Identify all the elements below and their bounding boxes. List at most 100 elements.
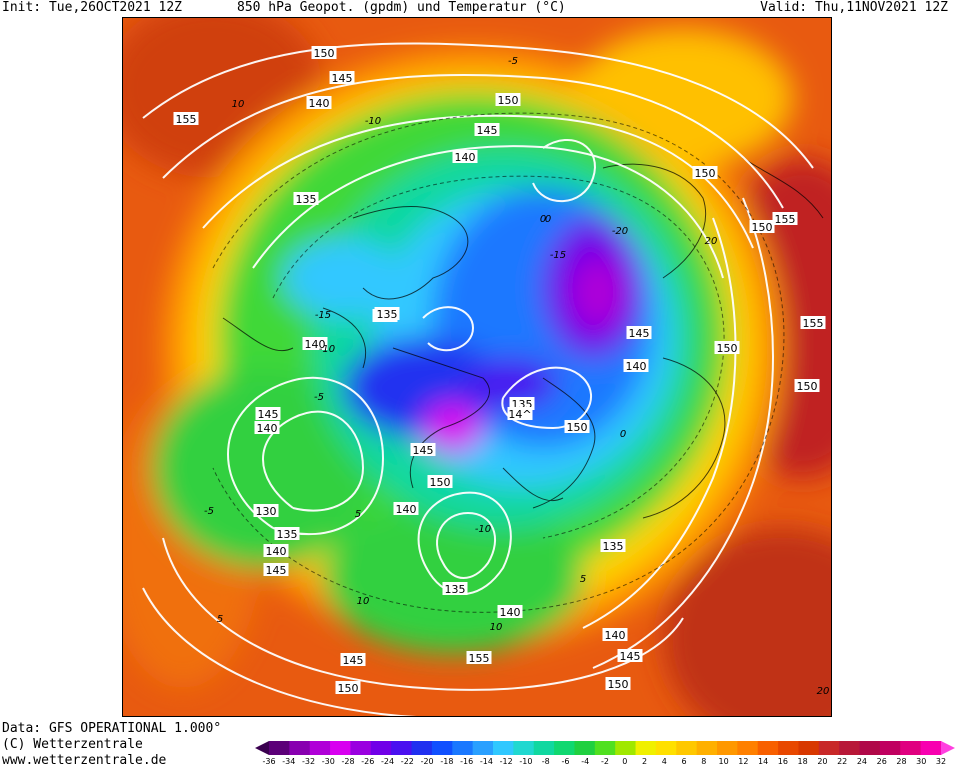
- colorbar-swatch: [839, 741, 861, 755]
- colorbar-tick-label: -28: [341, 757, 355, 766]
- temperature-label: -10: [475, 524, 491, 535]
- geopotential-label-bg: [335, 681, 361, 694]
- colorbar-swatch: [818, 741, 840, 755]
- temperature-label: 5: [217, 614, 223, 625]
- colorbar-tick-label: 10: [718, 757, 729, 766]
- colorbar-tick-labels: -36 -34 -32 -30 -28 -26 -24 -22 -20 -18 -16 -14 -12-…: [255, 757, 955, 768]
- geopotential-label-bg: [293, 192, 319, 205]
- geopotential-label-bg: [509, 397, 535, 410]
- geopotential-label: 140: [396, 503, 417, 516]
- temperature-label: -20: [612, 226, 628, 237]
- temperature-label: -5: [508, 56, 518, 67]
- colorbar-tick-label: -8: [541, 757, 550, 766]
- geopotential-label-bg: [474, 123, 500, 136]
- geopotential-label-bg: [605, 677, 631, 690]
- colorbar-tick-label: 0: [622, 757, 628, 766]
- colorbar-swatch: [900, 741, 922, 755]
- geopotential-label: 145: [620, 650, 641, 663]
- geopotential-label: 140: [266, 545, 287, 558]
- colorbar-tick-label: 6: [681, 757, 687, 766]
- geopotential-label: 135: [445, 583, 466, 596]
- colorbar-swatch: [941, 741, 955, 755]
- colorbar-swatch: [533, 741, 555, 755]
- colorbar-swatch: [920, 741, 942, 755]
- colorbar-tick-label: 14: [758, 757, 769, 766]
- geopotential-label-bg: [374, 307, 400, 320]
- map-title: 850 hPa Geopot. (gpdm) und Temperatur (°…: [237, 0, 566, 15]
- colorbar-tick-label: -12: [499, 757, 513, 766]
- colorbar-swatch: [309, 741, 331, 755]
- geopotential-label-bg: [602, 628, 628, 641]
- colorbar-tick-label: 24: [856, 757, 868, 766]
- geopotential-label-bg: [692, 166, 718, 179]
- geopotential-label: 155: [176, 113, 197, 126]
- colorbar-swatch: [411, 741, 433, 755]
- geopotential-label-bg: [311, 46, 337, 59]
- temperature-label: 0: [540, 214, 546, 225]
- geopotential-label-bg: [800, 316, 826, 329]
- temperature-contours: [212, 112, 785, 613]
- colorbar-tick-label: -26: [361, 757, 375, 766]
- colorbar-swatch: [676, 741, 698, 755]
- colorbar-swatch: [778, 741, 799, 755]
- geopotential-label: 140: [309, 97, 330, 110]
- colorbar-tick-label: -32: [301, 757, 316, 766]
- geopotential-label-bg: [495, 93, 521, 106]
- geopotential-label: 145: [413, 444, 434, 457]
- geopotential-label-bg: [623, 359, 649, 372]
- geopotential-label: 140: [500, 606, 521, 619]
- geopotential-label: 135: [377, 308, 398, 321]
- colorbar-swatch: [513, 741, 535, 755]
- temperature-label-group: 10 -5 -10 0 -15 -20 -15 -10 -5 0 5 10 20 -5 5 -10 0 5 10 20: [204, 56, 829, 697]
- colorbar-swatch: [635, 741, 657, 755]
- colorbar-swatch: [615, 741, 637, 755]
- geopotential-label: 135: [296, 193, 317, 206]
- temperature-label: 0: [545, 214, 551, 225]
- copyright: (C) Wetterzentrale: [2, 737, 143, 752]
- colorbar-tick-label: -2: [601, 757, 609, 766]
- weather-map-canvas: 1501451401551351501451401501551501551451…: [123, 18, 831, 716]
- geopotential-label: 150: [717, 342, 738, 355]
- geopotential-label: 155: [775, 213, 796, 226]
- geopotential-label-bg: [442, 582, 468, 595]
- colorbar-tick-label: -6: [561, 757, 570, 766]
- website-url: www.wetterzentrale.de: [2, 753, 167, 768]
- temperature-label: 20: [817, 686, 830, 697]
- geopotential-label-group: 1501451401551351501451401501551501551451…: [173, 46, 826, 695]
- geopotential-label-bg: [617, 649, 643, 662]
- temperature-label: -10: [319, 344, 335, 355]
- colorbar-swatch: [452, 741, 474, 755]
- geopotential-label-bg: [306, 96, 332, 109]
- colorbar-tick-label: -4: [581, 757, 590, 766]
- colorbar-tick-label: -30: [321, 757, 335, 766]
- temperature-colorbar: [255, 741, 955, 755]
- weather-map: 150 145 140 155 135 150 145 140 150 155 150 155 145 1…: [122, 17, 832, 717]
- colorbar-tick-label: 30: [916, 757, 927, 766]
- geopotential-label-bg: [263, 544, 289, 557]
- geopotential-label: 135: [277, 528, 298, 541]
- temperature-label: -10: [365, 116, 381, 127]
- geopotential-label: 155: [469, 652, 490, 665]
- colorbar-swatch: [696, 741, 718, 755]
- geopotential-label: 145: [266, 564, 287, 577]
- geopotential-label-bg: [564, 420, 590, 433]
- temperature-label: -5: [204, 506, 214, 517]
- colorbar-tick-label: 18: [797, 757, 808, 766]
- colorbar-tick-label: -16: [460, 757, 474, 766]
- colorbar-tick-label: -20: [420, 757, 434, 766]
- temperature-label: -5: [314, 392, 324, 403]
- colorbar-tick-label: 28: [896, 757, 907, 766]
- colorbar-tick-label: 16: [777, 757, 788, 766]
- geopotential-label: 14^: [508, 408, 531, 421]
- geopotential-label: 140: [605, 629, 626, 642]
- colorbar-tick-label: 20: [817, 757, 828, 766]
- geopotential-label-bg: [302, 337, 328, 350]
- geopotential-label: 155: [803, 317, 824, 330]
- geopotential-label: 140: [455, 151, 476, 164]
- colorbar-swatch: [330, 741, 351, 755]
- valid-time: Valid: Thu,11NOV2021 12Z: [760, 0, 948, 15]
- geopotential-label: 150: [797, 380, 818, 393]
- temperature-label: 10: [490, 622, 503, 633]
- colorbar-swatch: [289, 741, 311, 755]
- geopotential-label-bg: [794, 379, 820, 392]
